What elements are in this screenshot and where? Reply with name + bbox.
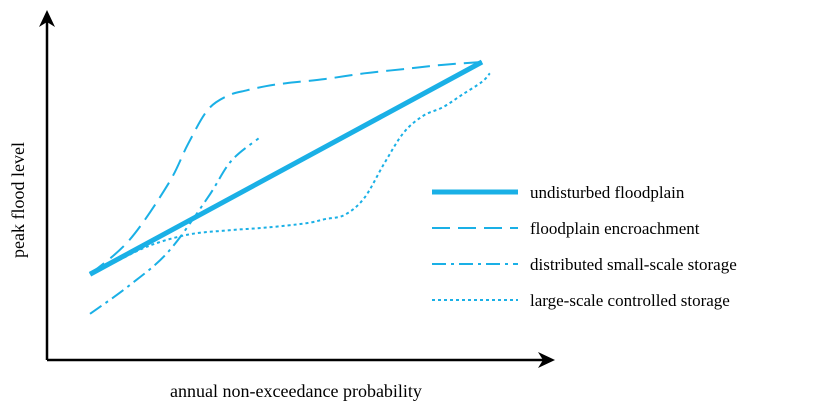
series-line-undisturbed-floodplain [88, 59, 484, 277]
plot-area [88, 59, 491, 315]
x-axis-label: annual non-exceedance probability [170, 381, 422, 401]
y-axis-label: peak flood level [8, 142, 28, 258]
legend-label-undisturbed-floodplain: undisturbed floodplain [530, 183, 685, 202]
legend-label-distributed-small-scale-storage: distributed small-scale storage [530, 255, 737, 274]
y-axis-arrow [39, 10, 55, 27]
legend-label-large-scale-controlled-storage: large-scale controlled storage [530, 291, 730, 310]
x-axis-arrow [538, 352, 555, 368]
series-line-large-scale-controlled-storage [113, 72, 491, 264]
legend: undisturbed floodplain floodplain encroac… [432, 183, 737, 310]
series-line-floodplain-encroachment [89, 61, 483, 276]
axes [39, 10, 555, 368]
legend-label-floodplain-encroachment: floodplain encroachment [530, 219, 700, 238]
